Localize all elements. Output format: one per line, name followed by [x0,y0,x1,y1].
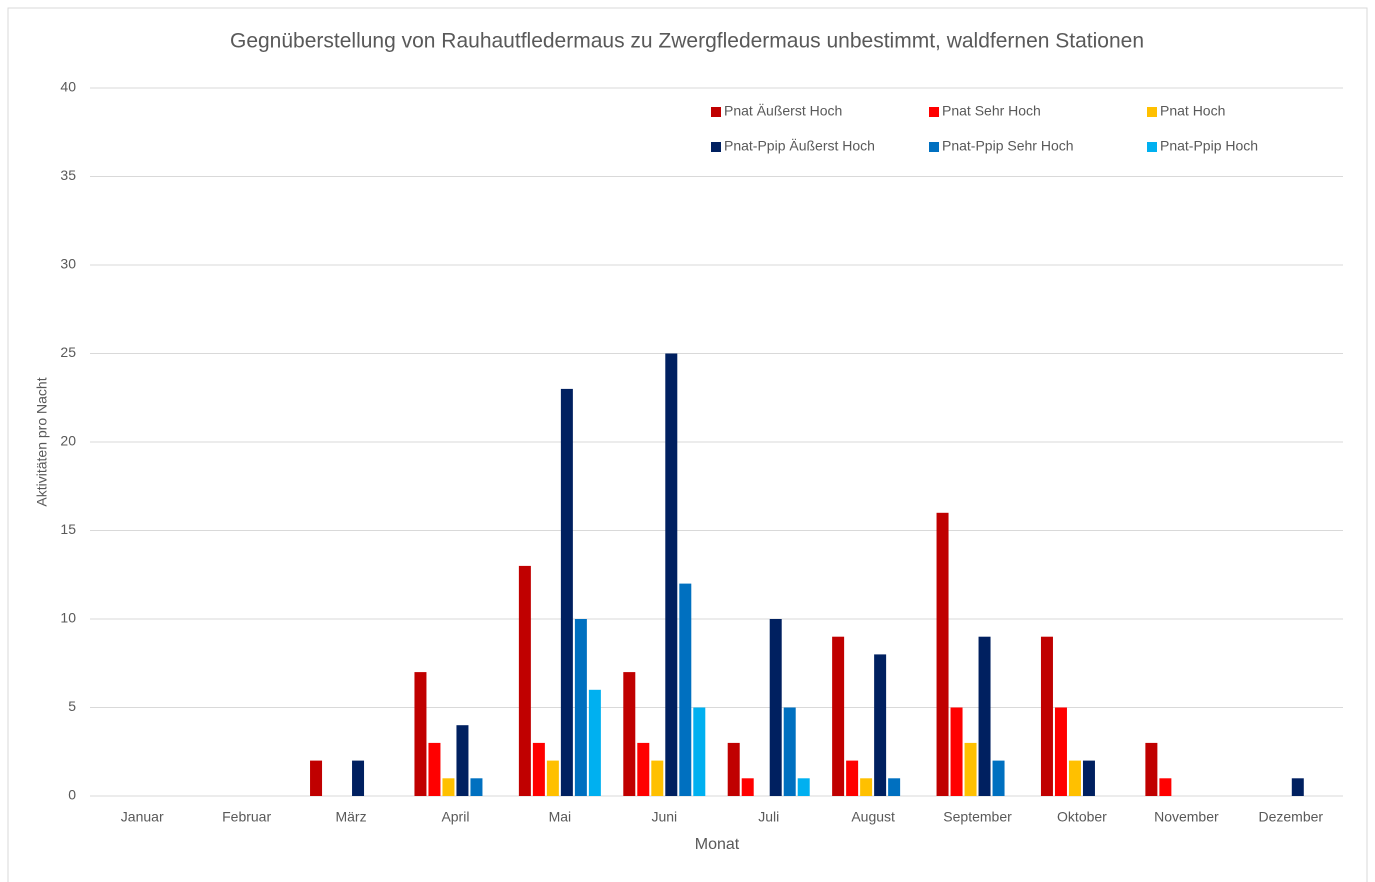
x-tick-label: Januar [121,809,164,825]
legend-swatch [1147,142,1157,152]
legend-swatch [711,107,721,117]
bar [651,760,664,796]
bar [769,619,782,796]
x-tick-label: Dezember [1258,809,1323,825]
bar [964,742,977,796]
x-tick-label: Mai [549,809,572,825]
bar [693,707,706,796]
bar [546,760,559,796]
x-tick-label: Juli [758,809,779,825]
bar [679,583,692,796]
bar [846,760,859,796]
bar [888,778,901,796]
bar [414,672,427,796]
bar [1159,778,1172,796]
bar [936,512,949,796]
bar [1068,760,1081,796]
bar [456,725,469,796]
legend-label: Pnat Äußerst Hoch [724,103,842,119]
x-tick-label: Februar [222,809,271,825]
y-tick-label: 15 [60,521,76,537]
legend-label: Pnat-Ppip Hoch [1160,138,1258,154]
bar [1054,707,1067,796]
legend-swatch [929,142,939,152]
legend-swatch [711,142,721,152]
bar [783,707,796,796]
bar [978,636,991,796]
legend-swatch [1147,107,1157,117]
bar [574,619,587,796]
legend-swatch [929,107,939,117]
bar [518,565,531,796]
x-tick-label: März [335,809,366,825]
legend-label: Pnat-Ppip Sehr Hoch [942,138,1074,154]
bar [1040,636,1053,796]
bar [665,353,678,796]
y-axis-label: Aktivitäten pro Nacht [34,377,50,506]
x-tick-label: August [851,809,895,825]
bar [588,689,601,796]
legend-label: Pnat Sehr Hoch [942,103,1041,119]
bar [637,742,650,796]
legend-label: Pnat Hoch [1160,103,1225,119]
bar [860,778,873,796]
bar [470,778,483,796]
x-axis-label: Monat [695,836,740,853]
bar [797,778,810,796]
bar [352,760,365,796]
y-tick-label: 10 [60,610,76,626]
bar [442,778,455,796]
bar [1291,778,1304,796]
bar [950,707,963,796]
x-tick-label: April [441,809,469,825]
y-tick-label: 30 [60,256,76,272]
x-tick-label: Oktober [1057,809,1107,825]
chart-title: Gegnüberstellung von Rauhautfledermaus z… [230,30,1144,53]
bar [832,636,845,796]
bar [992,760,1005,796]
bar [727,742,740,796]
bar [428,742,441,796]
y-tick-label: 0 [68,787,76,803]
x-tick-label: September [943,809,1012,825]
y-tick-label: 35 [60,167,76,183]
x-tick-label: November [1154,809,1219,825]
bar [560,388,573,796]
bar [874,654,887,796]
bar [623,672,636,796]
y-tick-label: 20 [60,433,76,449]
bar [310,760,323,796]
bar [532,742,545,796]
legend-label: Pnat-Ppip Äußerst Hoch [724,138,875,154]
y-tick-label: 40 [60,79,76,95]
y-tick-label: 25 [60,344,76,360]
y-tick-label: 5 [68,698,76,714]
x-tick-label: Juni [651,809,677,825]
bar [1082,760,1095,796]
bar [741,778,754,796]
bar [1145,742,1158,796]
